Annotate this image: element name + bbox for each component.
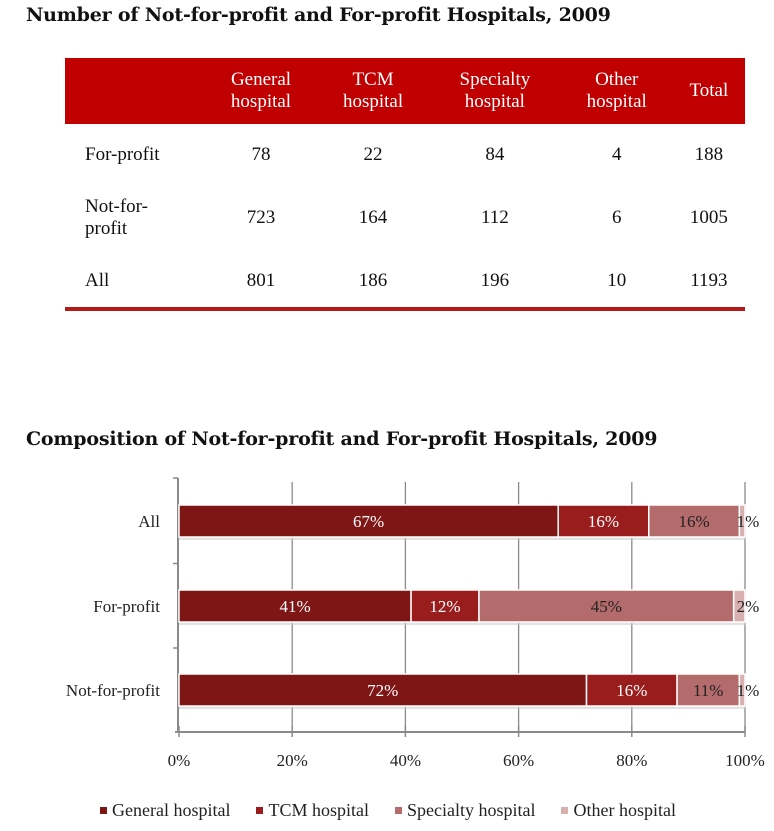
table-cell: 4 <box>611 144 622 165</box>
table-cell: 1005 <box>689 207 728 228</box>
table-header-empty <box>65 58 205 124</box>
table-cell: 1193 <box>690 270 728 291</box>
table-cell: 10 <box>607 270 627 291</box>
table-title: Number of Not-for-profit and For-profit … <box>26 4 611 26</box>
x-tick-label: 60% <box>503 751 534 770</box>
data-label: 2% <box>737 597 760 616</box>
bar-segment-general-hospital <box>178 504 559 538</box>
table-bottom-rule <box>65 307 745 311</box>
table-cell: 164 <box>358 207 388 228</box>
table-cell: 6 <box>611 207 622 228</box>
bar-segment-other-hospital <box>738 504 746 538</box>
y-tick-label: For-profit <box>93 597 160 616</box>
table-cell: 188 <box>694 144 724 165</box>
data-label: 1% <box>737 512 760 531</box>
data-label: 1% <box>737 681 760 700</box>
table-row: For-profit 78 22 84 4 188 <box>65 124 745 186</box>
data-label: 67% <box>353 512 384 531</box>
table-cell: 112 <box>480 207 509 228</box>
legend-item: TCM hospital <box>256 800 369 821</box>
legend-label: TCM hospital <box>268 800 369 820</box>
table-row: Not-for-profit 723 164 112 6 1005 <box>65 186 745 250</box>
chart-legend: General hospital TCM hospital Specialty ho… <box>100 800 676 821</box>
table-cell: 22 <box>363 144 383 165</box>
x-tick-label: 100% <box>725 751 765 770</box>
bar-segment-tcm-hospital <box>557 504 650 538</box>
row-label: All <box>85 270 110 291</box>
legend-swatch-icon <box>394 807 402 814</box>
table-cell: 196 <box>480 270 510 291</box>
legend-swatch-icon <box>256 807 264 814</box>
x-tick-label: 0% <box>168 751 191 770</box>
data-label: 16% <box>588 512 619 531</box>
y-tick-label: All <box>138 512 160 531</box>
table-cell: 84 <box>485 144 505 165</box>
x-tick-label: 40% <box>390 751 421 770</box>
chart-title: Composition of Not-for-profit and For-pr… <box>26 428 658 450</box>
data-label: 41% <box>279 597 310 616</box>
hospital-count-table: General hospital TCM hospital Specialty hos… <box>65 58 745 312</box>
data-label: 12% <box>429 597 460 616</box>
data-label: 11% <box>693 681 724 700</box>
bar-segment-other-hospital <box>738 673 746 707</box>
table-header-tcm: TCM hospital <box>317 58 430 124</box>
bar-segment-tcm-hospital <box>585 673 678 707</box>
x-tick-label: 20% <box>277 751 308 770</box>
data-label: 72% <box>367 681 398 700</box>
legend-label: Specialty hospital <box>406 800 536 820</box>
legend-item: Specialty hospital <box>394 800 536 821</box>
table-cell: 186 <box>358 270 388 291</box>
table-cell: 723 <box>246 207 276 228</box>
row-label: Not-for-profit <box>85 196 148 239</box>
table-header-specialty: Specialty hospital <box>429 58 561 124</box>
legend-swatch-icon <box>100 807 107 814</box>
bar-segment-specialty-hospital <box>478 589 735 623</box>
table-row: All 801 186 196 10 1193 <box>65 250 745 312</box>
data-label: 16% <box>678 512 709 531</box>
bar-segment-general-hospital <box>178 673 588 707</box>
bar-segment-specialty-hospital <box>676 673 741 707</box>
bar-segment-specialty-hospital <box>648 504 741 538</box>
bar-segment-general-hospital <box>178 589 412 623</box>
table-header-general: General hospital <box>205 58 318 124</box>
table-cell: 78 <box>251 144 271 165</box>
stacked-bar-chart: 0% 20% 40% 60% 80% 100% All 67% 16% 16% 1% For-prof… <box>66 477 765 770</box>
table-header-total: Total <box>672 58 745 124</box>
row-label: For-profit <box>85 144 160 165</box>
legend-label: General hospital <box>112 800 231 820</box>
data-label: 45% <box>591 597 622 616</box>
legend-label: Other hospital <box>573 800 676 820</box>
legend-swatch-icon <box>561 807 569 814</box>
bar-segment-other-hospital <box>732 589 746 623</box>
table-header-row: General hospital TCM hospital Specialty hos… <box>65 58 745 124</box>
y-tick-label: Not-for-profit <box>66 681 160 700</box>
table-cell: 801 <box>246 270 276 291</box>
data-label: 16% <box>616 681 647 700</box>
table-header-other: Other hospital <box>560 58 673 124</box>
x-tick-label: 80% <box>616 751 647 770</box>
legend-item: Other hospital <box>561 800 676 821</box>
bar-segment-tcm-hospital <box>410 589 480 623</box>
legend-item: General hospital <box>100 800 230 821</box>
